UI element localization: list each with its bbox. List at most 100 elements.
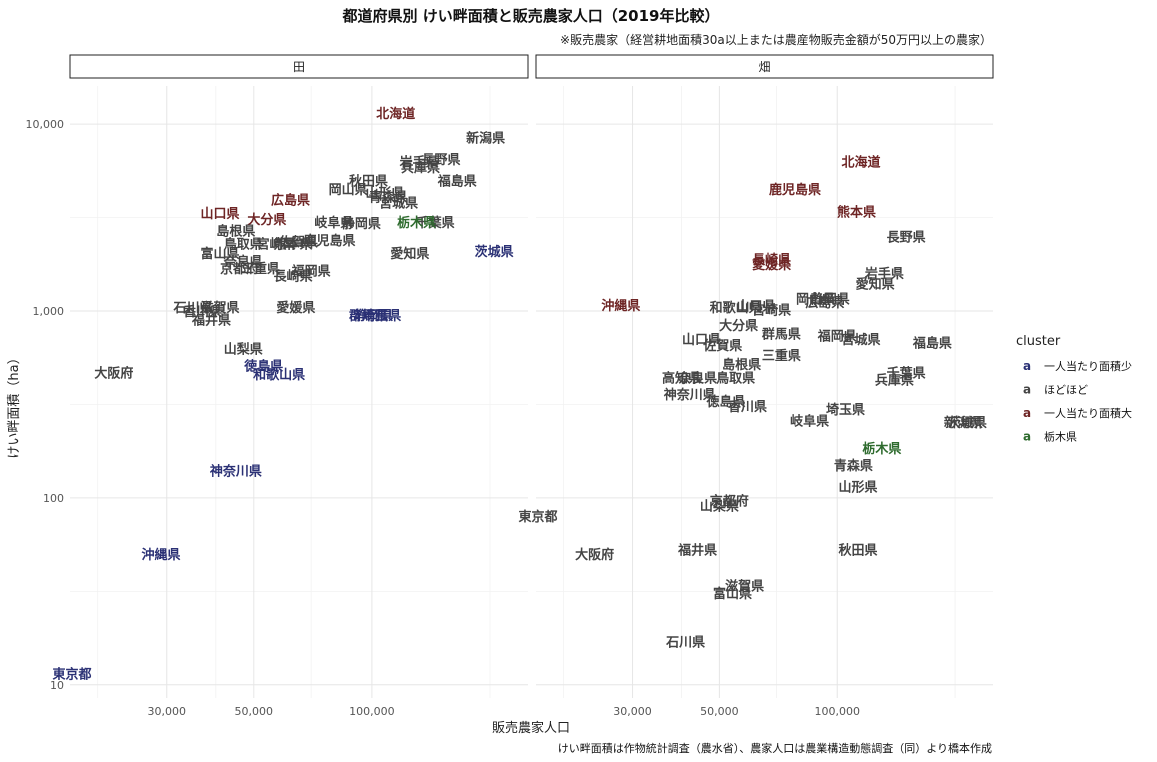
data-point-label: 香川県 — [182, 304, 222, 320]
data-point-label: 群馬県 — [349, 308, 388, 324]
data-point-label: 徳島県 — [706, 394, 746, 410]
data-point-label: 山口県 — [200, 206, 239, 222]
data-point-label: 福岡県 — [291, 263, 331, 279]
data-point-label: 和歌山県 — [710, 300, 762, 316]
data-point-label: 埼玉県 — [826, 402, 865, 418]
legend-title: cluster — [1016, 334, 1061, 349]
legend-key-glyph: a — [1023, 406, 1031, 420]
facet-strip-label: 田 — [293, 60, 305, 74]
y-tick-label: 10,000 — [26, 118, 65, 131]
data-point-label: 愛媛県 — [276, 300, 315, 316]
data-point-label: 徳島県 — [243, 359, 283, 375]
data-point-label: 北海道 — [376, 106, 415, 122]
data-point-label: 山形県 — [839, 480, 878, 496]
data-point-label: 大分県 — [719, 318, 758, 334]
data-point-label: 長野県 — [421, 153, 460, 168]
chart-subtitle: ※販売農家（経営耕地面積30a以上または農産物販売金額が50万円以上の農家） — [560, 32, 992, 47]
data-point-label: 群馬県 — [762, 326, 801, 342]
legend-key-glyph: a — [1023, 383, 1031, 397]
data-point-label: 福島県 — [912, 335, 952, 351]
data-point-label: 北海道 — [841, 155, 880, 171]
data-point-label: 茨城県 — [948, 415, 987, 431]
data-point-label: 宮城県 — [379, 196, 418, 212]
data-point-label: 山形県 — [365, 186, 404, 202]
data-point-label: 熊本県 — [274, 236, 313, 252]
data-point-label: 長崎県 — [274, 268, 313, 284]
data-point-label: 茨城県 — [475, 244, 514, 260]
data-point-label: 大阪府 — [575, 547, 614, 563]
x-tick-label: 30,000 — [613, 705, 652, 718]
data-point-label: 福井県 — [677, 542, 717, 558]
data-point-label: 岐阜県 — [314, 215, 353, 231]
data-point-label: 岡山県 — [329, 182, 368, 198]
facet-panel-2: 畑 30,000 50,000 100,000 北海道鹿児島県熊本県長野県長崎県愛媛県岩… — [518, 54, 994, 718]
facet-panels: 田30,000 50,000 100,000101001,00010,000北海道新… — [26, 54, 994, 718]
data-point-label: 広島県 — [271, 193, 310, 209]
data-point-label: 香川県 — [727, 399, 767, 415]
legend-entry-label: 一人当たり面積大 — [1044, 406, 1132, 420]
x-tick-label: 100,000 — [814, 705, 860, 718]
data-point-label: 神奈川県 — [210, 464, 262, 480]
x-axis-title: 販売農家人口 — [492, 720, 570, 736]
data-point-label: 東京都 — [52, 666, 91, 682]
data-point-label: 島根県 — [722, 357, 761, 373]
x-tick-label: 50,000 — [235, 705, 274, 718]
facet-strip — [69, 54, 529, 79]
data-point-label: 沖縄県 — [601, 298, 640, 314]
y-tick-label: 10 — [50, 679, 64, 692]
legend-entry-label: 一人当たり面積少 — [1044, 359, 1132, 373]
data-point-label: 青森県 — [834, 458, 873, 474]
data-point-label: 岩手県 — [399, 155, 439, 171]
data-point-label: 静岡県 — [354, 308, 393, 324]
data-point-label: 佐賀県 — [278, 235, 318, 251]
data-point-label: 秋田県 — [839, 542, 878, 558]
x-tick-label: 100,000 — [349, 705, 395, 718]
chart-caption: けい畔面積は作物統計調査（農水省）、農家人口は農業構造動態調査（同）より橋本作成 — [558, 741, 992, 755]
data-point-label: 山梨県 — [700, 499, 739, 515]
legend: cluster a 一人当たり面積少 a ほどほど a 一人当たり面積大 a 栃木県 — [1016, 334, 1132, 444]
y-tick-label: 1,000 — [33, 305, 65, 318]
data-point-label: 栃木県 — [397, 215, 436, 231]
data-point-label: 秋田県 — [349, 173, 388, 189]
data-point-label: 鹿児島県 — [304, 233, 356, 249]
data-point-label: 富山県 — [713, 586, 752, 602]
x-tick-label: 30,000 — [148, 705, 187, 718]
data-point-label: 新潟県 — [944, 415, 983, 431]
data-point-label: 鳥取県 — [224, 236, 263, 252]
data-point-label: 東京都 — [518, 509, 557, 525]
chart-title: 都道府県別 けい畔面積と販売農家人口（2019年比較） — [342, 7, 720, 25]
data-point-label: 兵庫県 — [875, 373, 914, 389]
data-point-label: 宮崎県 — [257, 236, 296, 252]
data-point-label: 岐阜県 — [790, 413, 829, 429]
data-point-label: 石川県 — [665, 636, 705, 651]
data-point-label: 山口県 — [682, 332, 721, 348]
data-point-label: 宮城県 — [841, 332, 880, 348]
facet-strip — [535, 54, 994, 79]
data-point-label: 高知県 — [662, 371, 701, 387]
data-point-label: 三重県 — [762, 348, 801, 364]
legend-entry-label: 栃木県 — [1044, 430, 1077, 444]
data-point-label: 山梨県 — [224, 342, 263, 358]
data-point-label: 長野県 — [887, 231, 926, 246]
data-point-label: 滋賀県 — [725, 578, 764, 594]
data-point-label: 宮崎県 — [752, 302, 791, 318]
data-point-label: 熊本県 — [837, 205, 876, 221]
legend-key-glyph: a — [1023, 359, 1031, 373]
data-point-label: 愛知県 — [856, 277, 895, 293]
facet-panel-1: 田 30,000 50,000 100,000 10 100 1,000 10,000 北海道新… — [26, 54, 529, 718]
data-point-label: 奈良県 — [677, 371, 717, 387]
data-point-label: 新潟県 — [466, 130, 505, 146]
data-point-label: 大分県 — [247, 212, 286, 228]
data-point-label: 島根県 — [216, 223, 255, 239]
data-point-label: 長崎県 — [752, 252, 791, 268]
data-point-label: 栃木県 — [862, 441, 901, 457]
data-point-label: 福島県 — [437, 173, 477, 189]
data-point-label: 鳥取県 — [716, 371, 755, 387]
legend-key-glyph: a — [1023, 430, 1031, 444]
data-point-label: 富山県 — [200, 246, 239, 262]
x-tick-label: 50,000 — [700, 705, 739, 718]
y-axis-title: けい畔面積（ha） — [7, 351, 22, 458]
data-point-label: 神奈川県 — [664, 387, 716, 403]
